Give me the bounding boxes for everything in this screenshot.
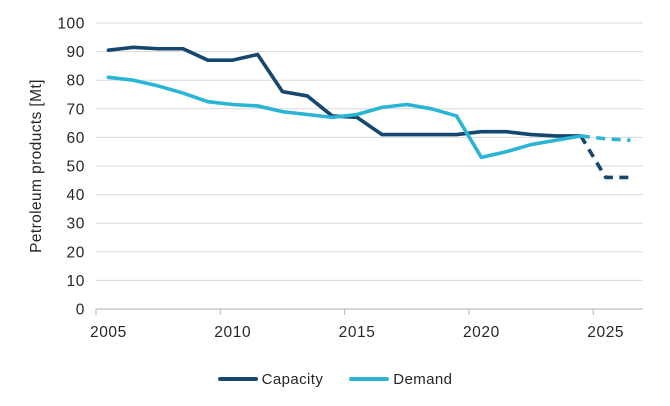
svg-text:2005: 2005 [90,324,127,341]
y-axis-title: Petroleum products [Mt] [28,79,45,253]
svg-text:50: 50 [67,159,85,176]
capacity-line-swatch [217,376,258,382]
svg-text:2010: 2010 [214,324,251,341]
demand-line-swatch [349,376,390,382]
svg-text:20: 20 [67,244,85,261]
svg-text:100: 100 [57,16,85,33]
legend-item-demand: Demand [349,371,452,388]
svg-text:0: 0 [76,302,85,319]
legend-label-capacity: Capacity [261,370,324,388]
svg-text:90: 90 [67,44,85,61]
legend-label-demand: Demand [393,370,453,388]
svg-text:30: 30 [67,216,85,233]
legend-item-capacity: Capacity [217,370,324,388]
legend: Capacity Demand [0,364,670,394]
svg-text:60: 60 [67,130,85,147]
plot-area: 0 10 20 30 40 50 60 70 80 90 100 2005 2010 2015 2020 20… [57,16,643,341]
svg-text:2025: 2025 [587,324,624,341]
svg-text:2015: 2015 [339,324,376,341]
svg-text:40: 40 [67,187,85,204]
svg-text:10: 10 [67,273,85,290]
svg-text:70: 70 [67,101,85,118]
svg-text:2020: 2020 [463,324,500,341]
svg-text:80: 80 [67,73,85,90]
